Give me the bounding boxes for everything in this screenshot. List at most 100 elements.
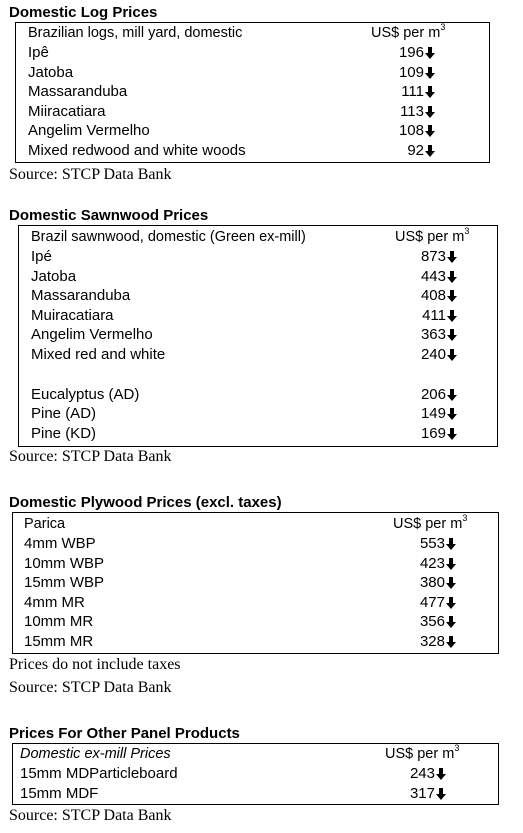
- table-row: Angelim Vermelho 363: [19, 325, 497, 344]
- row-label: Massaranduba: [28, 83, 128, 100]
- table-row: Ipê 196: [16, 43, 489, 62]
- row-price: 328: [419, 633, 445, 650]
- down-arrow-icon: [447, 329, 457, 341]
- table-row: Mixed red and white 240: [19, 345, 497, 364]
- row-price: 109: [398, 64, 424, 81]
- row-label: Ipê: [28, 44, 49, 61]
- panel-prices-table: Domestic ex-mill Prices US$ per m3 15mm …: [12, 743, 499, 805]
- row-price: 243: [409, 765, 435, 782]
- down-arrow-icon: [447, 408, 457, 420]
- down-arrow-icon: [425, 47, 435, 59]
- down-arrow-icon: [425, 86, 435, 98]
- table-row: 15mm MDParticleboard 243: [13, 764, 498, 783]
- table-row: Eucalyptus (AD) 206: [19, 385, 497, 404]
- row-price: 380: [419, 574, 445, 591]
- table-row: Muiracatiara 411: [19, 306, 497, 325]
- row-price: 196: [398, 44, 424, 61]
- table-row: 10mm WBP 423: [13, 554, 498, 573]
- plywood-prices-table: Parica US$ per m3 4mm WBP 553 10mm WBP 423 1…: [12, 512, 499, 654]
- row-label: Pine (KD): [31, 425, 97, 442]
- down-arrow-icon: [447, 389, 457, 401]
- column-header-label: Brazil sawnwood, domestic (Green ex-mill…: [31, 229, 306, 245]
- row-price: 873: [420, 248, 446, 265]
- sawnwood-prices-table: Brazil sawnwood, domestic (Green ex-mill…: [18, 225, 498, 447]
- down-arrow-icon: [446, 636, 456, 648]
- row-label: Ipé: [31, 248, 52, 265]
- row-label: Angelim Vermelho: [31, 326, 153, 343]
- column-header-label: Brazilian logs, mill yard, domestic: [28, 25, 243, 41]
- sawnwood-prices-title: Domestic Sawnwood Prices: [9, 207, 209, 224]
- table-header-row: Brazil sawnwood, domestic (Green ex-mill…: [19, 226, 497, 247]
- row-label: 15mm WBP: [24, 574, 105, 591]
- down-arrow-icon: [436, 788, 446, 800]
- row-price: 240: [420, 346, 446, 363]
- table-row: 10mm MR 356: [13, 612, 498, 631]
- row-price: 169: [420, 425, 446, 442]
- row-label: Jatoba: [28, 64, 74, 81]
- row-price: 113: [400, 103, 424, 120]
- row-price: 111: [401, 83, 424, 100]
- row-price: 108: [398, 122, 424, 139]
- down-arrow-icon: [446, 538, 456, 550]
- source-note: Source: STCP Data Bank: [9, 448, 172, 465]
- down-arrow-icon: [425, 125, 435, 137]
- table-row: Massaranduba 111: [16, 82, 489, 101]
- row-label: Pine (AD): [31, 405, 97, 422]
- row-label: Angelim Vermelho: [28, 122, 150, 139]
- row-price: 477: [419, 594, 445, 611]
- row-price: 356: [419, 613, 445, 630]
- source-note: Source: STCP Data Bank: [9, 807, 172, 824]
- row-price: 411: [422, 307, 446, 324]
- log-prices-title: Domestic Log Prices: [9, 4, 158, 21]
- unit-header: US$ per m3: [385, 743, 460, 762]
- table-row: 15mm MR 328: [13, 632, 498, 651]
- table-row: 15mm MDF 317: [13, 784, 498, 803]
- down-arrow-icon: [447, 290, 457, 302]
- row-label: 10mm WBP: [24, 555, 105, 572]
- unit-header: US$ per m3: [393, 513, 468, 532]
- down-arrow-icon: [447, 310, 457, 322]
- down-arrow-icon: [447, 428, 457, 440]
- table-row: Jatoba 109: [16, 63, 489, 82]
- row-label: Jatoba: [31, 268, 77, 285]
- source-note: Source: STCP Data Bank: [9, 679, 172, 696]
- row-price: 92: [407, 142, 424, 159]
- row-price: 443: [420, 268, 446, 285]
- row-label: 4mm WBP: [24, 535, 96, 552]
- table-row: 4mm MR 477: [13, 593, 498, 612]
- row-price: 206: [420, 386, 446, 403]
- row-label: 4mm MR: [24, 594, 85, 611]
- plywood-prices-title: Domestic Plywood Prices (excl. taxes): [9, 494, 282, 511]
- row-price: 317: [409, 785, 435, 802]
- table-row: Angelim Vermelho 108: [16, 121, 489, 140]
- table-row: Pine (KD) 169: [19, 424, 497, 443]
- row-label: 15mm MR: [24, 633, 94, 650]
- table-header-row: Domestic ex-mill Prices US$ per m3: [13, 743, 498, 764]
- down-arrow-icon: [446, 597, 456, 609]
- table-header-row: Brazilian logs, mill yard, domestic US$ …: [16, 22, 489, 43]
- table-row: 15mm WBP 380: [13, 573, 498, 592]
- table-row: Jatoba 443: [19, 267, 497, 286]
- table-row: Mixed redwood and white woods 92: [16, 141, 489, 160]
- down-arrow-icon: [446, 616, 456, 628]
- down-arrow-icon: [447, 251, 457, 263]
- down-arrow-icon: [425, 106, 435, 118]
- down-arrow-icon: [446, 577, 456, 589]
- taxes-note: Prices do not include taxes: [9, 656, 181, 673]
- table-row: Ipé 873: [19, 247, 497, 266]
- row-label: 15mm MDParticleboard: [20, 765, 178, 782]
- log-prices-table: Brazilian logs, mill yard, domestic US$ …: [15, 22, 490, 163]
- unit-header: US$ per m3: [371, 22, 446, 41]
- row-price: 408: [420, 287, 446, 304]
- row-label: Massaranduba: [31, 287, 131, 304]
- column-header-label: Domestic ex-mill Prices: [20, 746, 171, 762]
- column-header-label: Parica: [24, 516, 66, 532]
- panel-prices-title: Prices For Other Panel Products: [9, 725, 240, 742]
- row-label: Mixed redwood and white woods: [28, 142, 246, 159]
- table-row: Massaranduba 408: [19, 286, 497, 305]
- unit-header: US$ per m3: [395, 226, 470, 245]
- down-arrow-icon: [447, 349, 457, 361]
- row-label: Miiracatiara: [28, 103, 106, 120]
- row-label: Muiracatiara: [31, 307, 114, 324]
- row-price: 423: [419, 555, 445, 572]
